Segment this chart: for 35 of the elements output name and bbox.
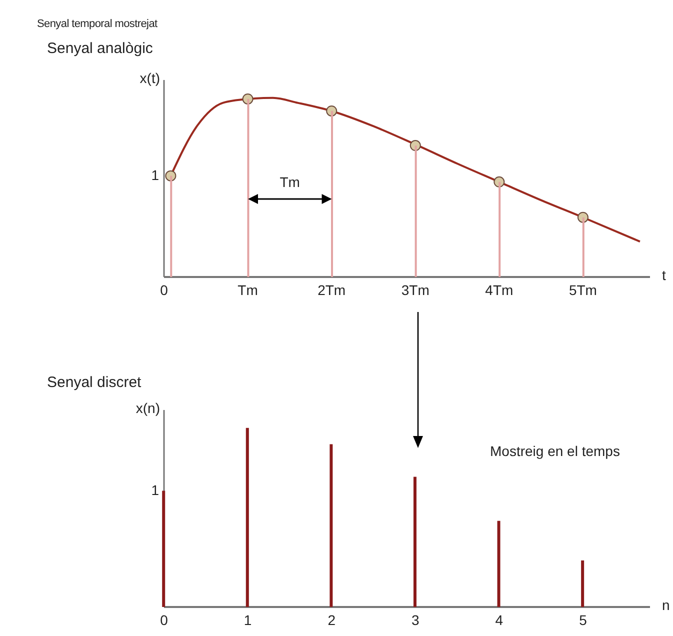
chart-title: Senyal temporal mostrejat — [37, 18, 158, 30]
bar — [413, 476, 416, 607]
x-tick-label: 4 — [495, 612, 504, 628]
x-tick-label: 3 — [411, 612, 420, 628]
x-tick-label: 1 — [244, 612, 252, 628]
x-tick-label: 0 — [160, 282, 168, 298]
annotation: Mostreig en el temps — [490, 443, 620, 459]
y-axis-title: x(n) — [136, 400, 160, 416]
x-tick-label: Tm — [238, 282, 258, 298]
bar — [330, 444, 333, 607]
bar — [331, 110, 334, 277]
bar — [498, 182, 501, 277]
x-tick-label: 5 — [579, 612, 588, 628]
x-axis-title: n — [662, 597, 670, 613]
bar — [170, 176, 172, 277]
x-tick-label: 2 — [328, 612, 336, 628]
text: 1 — [151, 166, 159, 183]
x-tick-label: 4Tm — [485, 282, 514, 298]
bar — [246, 428, 249, 607]
bar — [582, 217, 584, 277]
x-tick-label: 3Tm — [401, 282, 430, 298]
x-tick-label: 0 — [160, 612, 168, 628]
annotation: Tm — [280, 174, 300, 190]
y-axis-title: x(t) — [140, 70, 160, 86]
chart-title: Senyal discret — [47, 374, 142, 391]
bar — [162, 490, 166, 607]
bar — [497, 520, 500, 607]
bar — [414, 146, 417, 277]
bar — [581, 560, 584, 607]
bar — [247, 98, 250, 277]
x-axis-title: t — [662, 267, 666, 283]
x-tick-label: 2Tm — [318, 282, 346, 298]
text: 1 — [151, 482, 159, 498]
chart-subtitle: Senyal analògic — [47, 40, 153, 57]
x-tick-label: 5Tm — [568, 282, 597, 298]
